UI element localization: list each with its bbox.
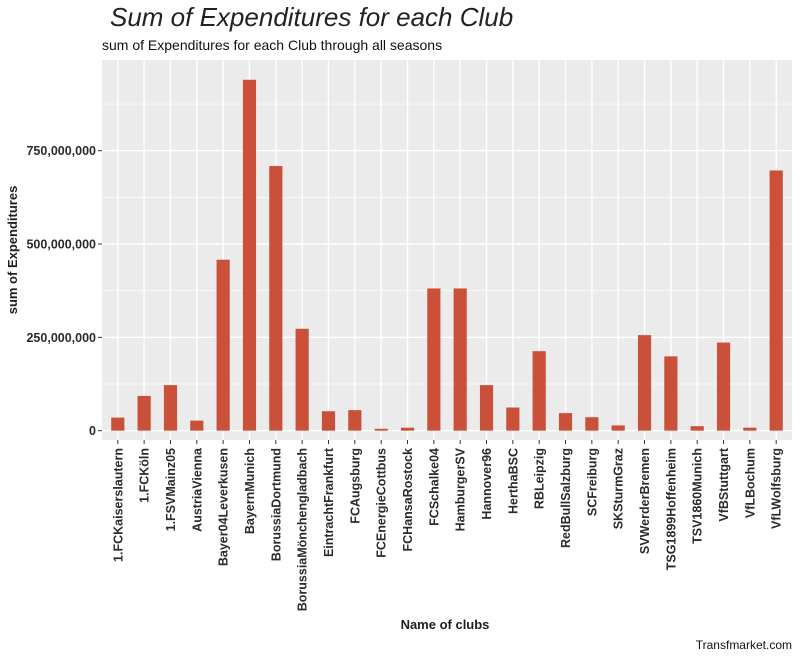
x-tick-label: 1.FCKöln bbox=[138, 448, 152, 503]
bar bbox=[269, 166, 283, 431]
chart-title: Sum of Expenditures for each Club bbox=[110, 2, 514, 32]
x-tick-label: Hannover96 bbox=[480, 448, 494, 520]
bars bbox=[111, 79, 783, 431]
x-axis-title: Name of clubs bbox=[401, 617, 490, 632]
x-tick-label: FCSchalke04 bbox=[427, 448, 441, 526]
bar bbox=[163, 385, 178, 431]
bar bbox=[427, 288, 441, 431]
y-tick-label: 0 bbox=[89, 424, 96, 438]
bar bbox=[769, 170, 783, 431]
x-tick-label: VfLWolfsburg bbox=[770, 448, 784, 529]
x-tick-label: SCFreiburg bbox=[585, 448, 599, 516]
x-tick-label: FCEnergieCottbus bbox=[375, 448, 389, 558]
bar bbox=[400, 427, 415, 431]
bar bbox=[637, 335, 652, 431]
bar bbox=[137, 395, 151, 431]
y-tick-label: 500,000,000 bbox=[26, 238, 96, 252]
bar bbox=[111, 417, 125, 431]
bar bbox=[374, 428, 388, 431]
x-tick-label: RedBullSalzburg bbox=[559, 448, 573, 548]
bar bbox=[611, 425, 625, 431]
y-axis: 0 250,000,000 500,000,000 750,000,000 bbox=[26, 144, 102, 438]
chart-caption: Transfmarket.com bbox=[695, 638, 792, 652]
bar bbox=[348, 410, 362, 431]
bar bbox=[664, 356, 678, 431]
x-tick-label: VfLBochum bbox=[743, 448, 757, 518]
x-tick-label: EintrachtFrankfurt bbox=[322, 447, 336, 557]
bar bbox=[295, 328, 309, 431]
x-tick-label: FCAugsburg bbox=[348, 448, 362, 524]
bar bbox=[690, 426, 704, 431]
x-tick-label: BorussiaDortmund bbox=[269, 448, 283, 561]
y-tick-label: 250,000,000 bbox=[26, 331, 96, 345]
x-axis: 1.FCKaiserslautern 1.FCKöln 1.FSVMainz05 Au… bbox=[111, 440, 784, 611]
bar bbox=[716, 342, 731, 431]
bar bbox=[321, 411, 336, 431]
x-tick-label: TSV1860Munich bbox=[691, 448, 705, 544]
bar bbox=[532, 351, 546, 431]
bar bbox=[453, 288, 467, 431]
y-tick-label: 750,000,000 bbox=[26, 144, 96, 158]
plot-panel bbox=[102, 60, 792, 440]
chart-subtitle: sum of Expenditures for each Club throug… bbox=[102, 37, 443, 53]
x-tick-label: 1.FCKaiserslautern bbox=[111, 448, 125, 562]
bar bbox=[190, 420, 204, 431]
y-axis-title: sum of Expenditures bbox=[5, 186, 20, 315]
bar bbox=[216, 259, 230, 431]
x-tick-label: HamburgerSV bbox=[454, 447, 468, 531]
x-tick-label: 1.FSVMainz05 bbox=[164, 448, 178, 531]
bar bbox=[506, 407, 520, 431]
x-tick-label: BorussiaMönchengladbach bbox=[296, 448, 310, 611]
bar bbox=[585, 417, 599, 431]
x-tick-label: SVWerderBremen bbox=[638, 448, 652, 554]
x-tick-label: Bayer04Leverkusen bbox=[217, 448, 231, 566]
x-tick-label: FCHansaRostock bbox=[401, 448, 415, 552]
x-tick-label: AustriaVienna bbox=[190, 447, 204, 532]
x-tick-label: TSG1899Hoffenheim bbox=[664, 448, 678, 570]
bar bbox=[242, 79, 257, 431]
x-tick-label: SKSturmGraz bbox=[612, 448, 626, 529]
x-tick-label: HerthaBSC bbox=[506, 448, 520, 514]
x-tick-label: VfBStuttgart bbox=[717, 447, 731, 521]
x-tick-label: RBLeipzig bbox=[533, 448, 547, 509]
x-tick-label: BayernMunich bbox=[243, 448, 257, 534]
bar bbox=[558, 413, 573, 431]
bar bbox=[479, 385, 494, 431]
bar bbox=[743, 427, 757, 431]
